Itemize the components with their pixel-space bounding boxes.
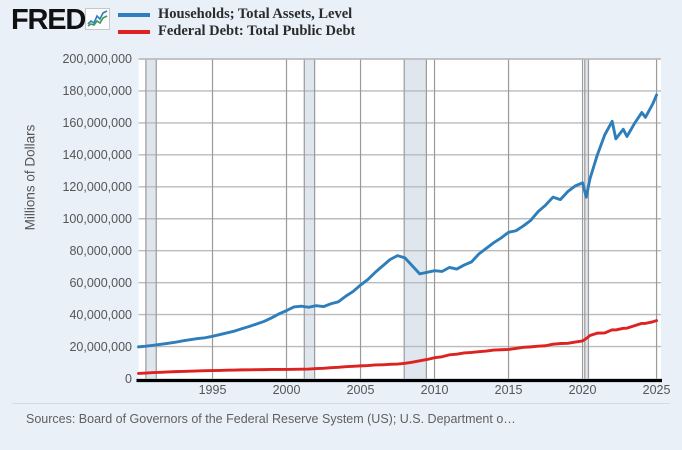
y-tick-label: 40,000,000 bbox=[69, 307, 132, 322]
line-chart-icon-svg bbox=[87, 10, 108, 27]
series-line-federal-debt bbox=[137, 319, 659, 375]
x-tick-label: 2005 bbox=[346, 383, 375, 397]
x-tick-label: 2000 bbox=[272, 383, 301, 397]
legend-swatch-red bbox=[118, 29, 150, 34]
legend-item-federal-debt[interactable]: Federal Debt: Total Public Debt bbox=[118, 23, 355, 40]
legend-item-households[interactable]: Households; Total Assets, Level bbox=[118, 6, 355, 23]
line-chart-icon bbox=[85, 8, 110, 30]
legend-label-households: Households; Total Assets, Level bbox=[158, 6, 353, 22]
y-tick-label: 60,000,000 bbox=[69, 275, 132, 290]
y-tick-label: 140,000,000 bbox=[62, 147, 132, 162]
legend-label-federal-debt: Federal Debt: Total Public Debt bbox=[158, 23, 356, 39]
y-tick-label: 180,000,000 bbox=[62, 83, 132, 98]
x-tick-label: 1995 bbox=[198, 383, 227, 397]
x-tick-label: 2025 bbox=[642, 383, 671, 397]
x-tick-label: 2020 bbox=[568, 383, 597, 397]
y-tick-label: 160,000,000 bbox=[62, 115, 132, 130]
fred-logo-text: FRED bbox=[11, 4, 86, 36]
y-tick-label: 0 bbox=[125, 371, 132, 386]
chart-legend: Households; Total Assets, Level Federal … bbox=[118, 6, 355, 40]
y-tick-label: 80,000,000 bbox=[69, 243, 132, 258]
chart-source-note: Sources: Board of Governors of the Feder… bbox=[26, 412, 516, 426]
x-tick-label: 2015 bbox=[494, 383, 523, 397]
series-line-households bbox=[137, 93, 659, 349]
y-tick-label: 200,000,000 bbox=[62, 52, 132, 66]
y-tick-label: 20,000,000 bbox=[69, 339, 132, 354]
y-tick-label: 120,000,000 bbox=[62, 179, 132, 194]
y-tick-label: 100,000,000 bbox=[62, 211, 132, 226]
x-tick-label: 2010 bbox=[420, 383, 449, 397]
chart-header: FRED. Households; Total Assets, Level Fe… bbox=[0, 0, 682, 46]
footer-divider bbox=[12, 403, 670, 404]
y-axis-ticks: 0 20,000,000 40,000,000 60,000,000 80,000,00… bbox=[7, 0, 132, 450]
legend-swatch-blue bbox=[118, 12, 150, 17]
